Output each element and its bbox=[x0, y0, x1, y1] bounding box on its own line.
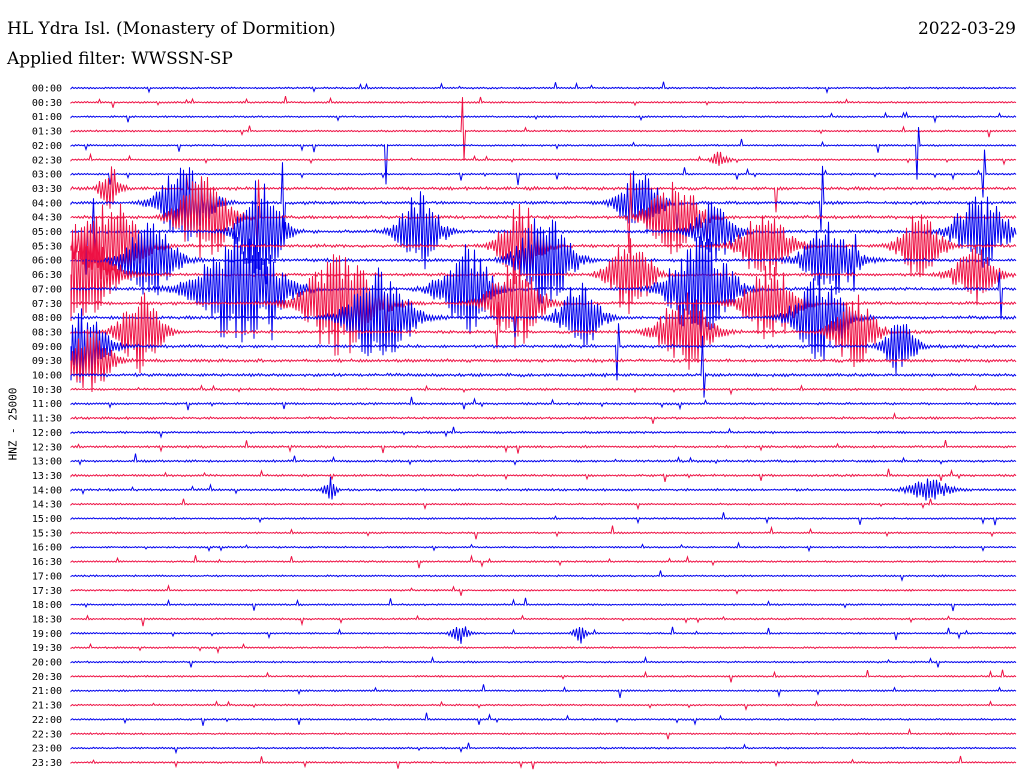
time-label: 06:30 bbox=[32, 270, 62, 281]
time-label: 23:00 bbox=[32, 744, 62, 755]
time-label: 02:00 bbox=[32, 141, 62, 152]
trace-line bbox=[70, 384, 1017, 396]
time-label: 00:30 bbox=[32, 98, 62, 109]
trace-line bbox=[70, 512, 1017, 526]
date-label: 2022-03-29 bbox=[917, 19, 1016, 39]
trace-line bbox=[70, 597, 1017, 612]
trace-line bbox=[70, 655, 1017, 668]
time-label: 18:30 bbox=[32, 614, 62, 625]
trace-line bbox=[70, 439, 1017, 454]
time-label: 03:30 bbox=[32, 184, 62, 195]
trace-line bbox=[70, 308, 1017, 383]
trace-line bbox=[70, 292, 1017, 374]
trace-line bbox=[70, 684, 1017, 698]
time-label: 17:00 bbox=[32, 571, 62, 582]
trace-line bbox=[70, 570, 1017, 582]
time-label: 08:30 bbox=[32, 327, 62, 338]
time-label: 10:00 bbox=[32, 371, 62, 382]
trace-line bbox=[70, 584, 1017, 596]
trace-line bbox=[70, 127, 1017, 185]
trace-line bbox=[70, 626, 1017, 644]
time-label: 19:30 bbox=[32, 643, 62, 654]
time-label: 21:30 bbox=[32, 701, 62, 712]
trace-line bbox=[70, 411, 1017, 424]
time-label: 14:00 bbox=[32, 485, 62, 496]
trace-group bbox=[70, 81, 1017, 770]
time-label: 21:00 bbox=[32, 686, 62, 697]
time-label: 19:00 bbox=[32, 629, 62, 640]
time-label: 11:30 bbox=[32, 414, 62, 425]
time-label: 11:00 bbox=[32, 399, 62, 410]
time-label: 16:30 bbox=[32, 557, 62, 568]
trace-line bbox=[70, 541, 1017, 553]
trace-line bbox=[70, 468, 1017, 483]
trace-line bbox=[70, 95, 1017, 108]
time-label: 02:30 bbox=[32, 155, 62, 166]
time-label: 13:00 bbox=[32, 457, 62, 468]
time-label: 20:30 bbox=[32, 672, 62, 683]
time-label: 09:30 bbox=[32, 356, 62, 367]
trace-line bbox=[70, 396, 1017, 411]
time-label: 01:00 bbox=[32, 112, 62, 123]
trace-line bbox=[70, 329, 1017, 393]
time-label: 22:00 bbox=[32, 715, 62, 726]
time-label: 23:30 bbox=[32, 758, 62, 769]
time-label: 01:30 bbox=[32, 127, 62, 138]
trace-line bbox=[70, 755, 1017, 770]
time-label: 04:30 bbox=[32, 213, 62, 224]
trace-line bbox=[70, 669, 1017, 683]
time-label: 08:00 bbox=[32, 313, 62, 324]
trace-line bbox=[70, 453, 1017, 466]
time-label: 09:00 bbox=[32, 342, 62, 353]
time-label: 05:00 bbox=[32, 227, 62, 238]
time-label: 16:00 bbox=[32, 543, 62, 554]
time-label: 12:30 bbox=[32, 442, 62, 453]
trace-line bbox=[70, 525, 1017, 540]
time-label-group: 00:00 00:30 01:00 01:30 02:00 02:30 03:00 03:30… bbox=[32, 84, 62, 769]
time-label: 18:00 bbox=[32, 600, 62, 611]
filter-label: Applied filter: WWSSN-SP bbox=[7, 49, 233, 69]
trace-line bbox=[70, 554, 1017, 569]
trace-line bbox=[70, 642, 1017, 655]
trace-line bbox=[70, 97, 1017, 161]
station-title: HL Ydra Isl. (Monastery of Dormition) bbox=[7, 19, 336, 39]
trace-line bbox=[70, 151, 1017, 166]
trace-line bbox=[70, 614, 1017, 627]
time-label: 15:00 bbox=[32, 514, 62, 525]
trace-line bbox=[70, 498, 1017, 511]
time-label: 20:00 bbox=[32, 658, 62, 669]
time-label: 15:30 bbox=[32, 528, 62, 539]
time-label: 12:00 bbox=[32, 428, 62, 439]
time-label: 00:00 bbox=[32, 84, 62, 95]
time-label: 07:00 bbox=[32, 284, 62, 295]
trace-line bbox=[70, 111, 1017, 124]
trace-line bbox=[70, 712, 1017, 726]
trace-line bbox=[70, 230, 1017, 343]
trace-line bbox=[70, 476, 1017, 501]
trace-line bbox=[70, 742, 1017, 755]
trace-line bbox=[70, 223, 1017, 322]
trace-line bbox=[70, 173, 1017, 259]
trace-line bbox=[70, 335, 1017, 398]
time-label: 05:30 bbox=[32, 241, 62, 252]
trace-line bbox=[70, 162, 1017, 242]
time-label: 14:30 bbox=[32, 500, 62, 511]
time-label: 07:30 bbox=[32, 299, 62, 310]
time-label: 06:00 bbox=[32, 256, 62, 267]
trace-line bbox=[70, 81, 1017, 94]
time-label: 17:30 bbox=[32, 586, 62, 597]
trace-line bbox=[70, 149, 1017, 198]
time-label: 03:00 bbox=[32, 170, 62, 181]
time-label: 04:00 bbox=[32, 198, 62, 209]
trace-line bbox=[70, 166, 1017, 217]
trace-line bbox=[70, 699, 1017, 711]
time-label: 10:30 bbox=[32, 385, 62, 396]
trace-line bbox=[70, 180, 1017, 285]
time-label: 22:30 bbox=[32, 729, 62, 740]
time-label: 13:30 bbox=[32, 471, 62, 482]
trace-line bbox=[70, 426, 1017, 439]
trace-line bbox=[70, 727, 1017, 740]
trace-line bbox=[70, 218, 1017, 305]
